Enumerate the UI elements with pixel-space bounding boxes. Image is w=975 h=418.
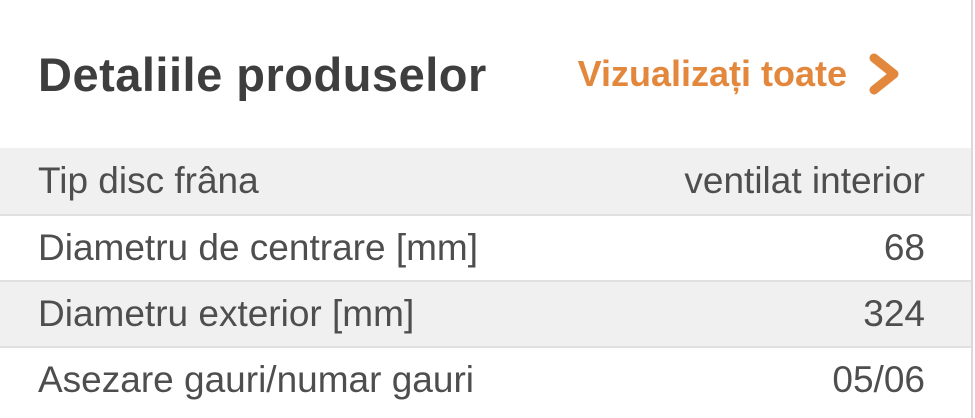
row-label: Tip disc frâna [38,160,259,201]
row-label: Diametru de centrare [mm] [38,227,479,268]
table-row: Tip disc frâna ventilat interior [0,148,971,214]
row-value: 05/06 [832,359,925,400]
row-value: 68 [883,227,925,268]
spec-table: Tip disc frâna ventilat interior Diametr… [0,148,971,412]
row-label: Asezare gauri/numar gauri [38,359,474,400]
view-all-label: Vizualizați toate [577,53,847,94]
row-value: ventilat interior [684,160,925,201]
table-row: Asezare gauri/numar gauri 05/06 [0,346,971,412]
chevron-right-icon [867,53,901,95]
page-title: Detaliile produselor [38,47,487,101]
view-all-link[interactable]: Vizualizați toate [578,53,901,95]
table-row: Diametru de centrare [mm] 68 [0,214,971,280]
card-header: Detaliile produselor Vizualizați toate [0,0,971,148]
row-value: 324 [863,293,925,334]
table-row: Diametru exterior [mm] 324 [0,280,971,346]
row-label: Diametru exterior [mm] [38,293,415,334]
